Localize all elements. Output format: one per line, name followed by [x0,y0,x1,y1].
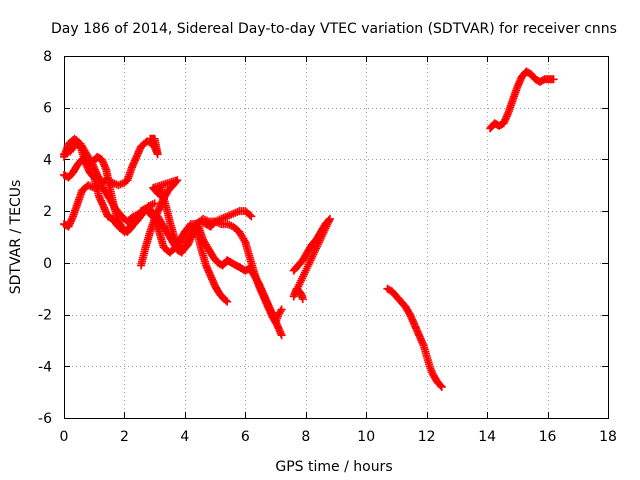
y-tick-labels: -6 -4 -2 0 2 4 6 8 [38,49,52,427]
data-point [146,134,155,143]
y-axis-label: SDTVAR / TECUs [8,180,24,295]
data-point [150,199,159,208]
x-tick-label: 2 [120,429,129,445]
x-axis-label: GPS time / hours [275,459,392,475]
x-tick-labels: 0 2 4 6 8 10 12 14 16 18 [60,429,617,445]
x-tick-label: 16 [539,429,557,445]
y-tick-label: -6 [38,411,52,427]
y-tick-label: -4 [38,359,52,375]
y-tick-label: 4 [43,152,52,168]
y-tick-label: -2 [38,308,52,324]
series-arc10 [383,284,446,391]
y-tick-label: 0 [43,256,52,272]
x-tick-label: 12 [418,429,436,445]
data-point [240,236,249,245]
chart-title: Day 186 of 2014, Sidereal Day-to-day VTE… [51,21,617,37]
x-tick-label: 0 [60,429,69,445]
series-arc9 [289,214,334,304]
series-arc8 [186,222,232,306]
data-point [437,382,446,391]
plot-frame [64,56,609,419]
y-tick-label: 6 [43,101,52,117]
data-point [277,305,286,314]
data-point [245,211,254,220]
data-point [298,295,307,304]
y-tick-label: 8 [43,49,52,65]
data-point [276,307,285,316]
series-arc2 [60,134,132,190]
x-tick-label: 8 [301,429,310,445]
data-point [221,296,230,305]
data-point [549,75,558,84]
series-arc5 [123,134,162,185]
data-point [436,381,445,390]
x-tick-label: 10 [357,429,375,445]
x-tick-label: 6 [241,429,250,445]
series-arc7 [156,183,286,340]
x-tick-label: 4 [180,429,189,445]
data-marks [60,67,558,391]
data-point [223,297,232,306]
data-point [277,331,286,340]
x-tick-label: 18 [599,429,617,445]
y-tick-label: 2 [43,204,52,220]
series-arc11 [486,67,558,133]
x-tick-label: 14 [478,429,496,445]
data-point [247,212,256,221]
